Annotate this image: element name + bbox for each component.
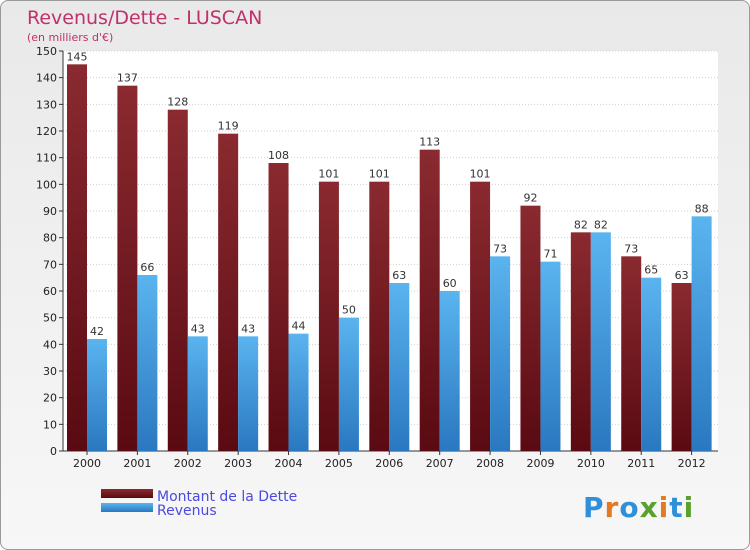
bar-debt [520,205,541,451]
data-label: 82 [594,218,608,231]
bar-revenus [288,333,309,451]
data-label: 88 [695,202,709,215]
logo-letter: t [669,491,683,524]
bar-debt [470,181,491,451]
data-label: 108 [268,149,289,162]
bar-debt [671,283,692,451]
logo-letter: i [659,491,670,524]
bar-revenus [238,336,259,451]
data-label: 50 [342,304,356,317]
bar-debt [218,133,239,451]
x-tick-label: 2001 [123,457,151,470]
y-tick-label: 30 [43,365,57,378]
y-tick-label: 80 [43,232,57,245]
data-label: 43 [241,322,255,335]
y-tick-label: 110 [36,152,57,165]
chart-title: Revenus/Dette - LUSCAN [27,7,262,29]
x-tick-label: 2002 [174,457,202,470]
x-tick-label: 2009 [526,457,554,470]
bar-debt [318,181,339,451]
data-label: 73 [624,242,638,255]
legend: Montant de la Dette Revenus [101,489,297,519]
bar-debt [621,256,642,451]
bar-debt [369,181,390,451]
data-label: 101 [318,168,339,181]
data-label: 119 [218,120,239,133]
logo-letter: r [605,491,620,524]
y-tick-label: 100 [36,178,57,191]
y-tick-label: 10 [43,418,57,431]
data-label: 44 [292,320,306,333]
bar-revenus [590,232,611,451]
bar-revenus [641,277,662,451]
data-label: 71 [543,248,557,261]
y-tick-label: 20 [43,392,57,405]
y-tick-label: 50 [43,312,57,325]
bar-debt [268,163,289,451]
x-tick-label: 2011 [627,457,655,470]
bar-revenus [540,261,561,451]
y-tick-label: 150 [36,45,57,58]
x-tick-label: 2008 [476,457,504,470]
legend-label-revenus: Revenus [157,503,217,519]
x-tick-label: 2012 [678,457,706,470]
y-tick-label: 0 [50,445,57,458]
y-tick-label: 130 [36,98,57,111]
bar-revenus [439,291,460,451]
legend-swatch-debt [101,489,153,498]
data-label: 128 [167,96,188,109]
bar-debt [419,149,440,451]
x-tick-label: 2010 [577,457,605,470]
data-label: 101 [369,168,390,181]
bar-revenus [389,283,410,451]
data-label: 113 [419,136,440,149]
data-label: 73 [493,242,507,255]
data-label: 137 [117,72,138,85]
x-tick-label: 2005 [325,457,353,470]
data-label: 101 [470,168,491,181]
data-label: 63 [675,269,689,282]
bar-debt [167,109,188,452]
data-label: 145 [67,50,88,63]
data-label: 92 [523,192,537,205]
bar-revenus [187,336,208,451]
proxiti-logo: Proxiti [583,491,694,524]
legend-swatch-revenus [101,503,153,512]
data-label: 60 [443,277,457,290]
x-tick-label: 2004 [275,457,303,470]
x-tick-label: 2000 [73,457,101,470]
data-label: 43 [191,322,205,335]
data-label: 42 [90,325,104,338]
legend-label-debt: Montant de la Dette [157,489,297,505]
bar-debt [67,64,87,452]
x-tick-label: 2003 [224,457,252,470]
y-tick-label: 70 [43,258,57,271]
x-tick-label: 2006 [375,457,403,470]
plot-area: 0 10 20 30 40 50 60 70 80 90 100 110 120 130 140 150 145… [36,45,718,470]
y-tick-label: 40 [43,338,57,351]
x-tick-label: 2007 [426,457,454,470]
logo-letter: x [640,491,659,524]
data-label: 63 [392,269,406,282]
bar-revenus [338,317,359,451]
data-label: 82 [574,218,588,231]
bar-revenus [87,339,107,451]
y-tick-label: 140 [36,72,57,85]
bar-debt [117,85,138,452]
data-label: 65 [644,264,658,277]
logo-letter: P [583,491,605,524]
y-tick-label: 90 [43,205,57,218]
y-tick-label: 60 [43,285,57,298]
bar-debt [570,232,591,451]
y-tick-label: 120 [36,125,57,138]
bar-revenus [490,256,511,451]
chart-subtitle: (en milliers d'€) [27,31,113,44]
bar-revenus [691,216,712,451]
logo-letter: o [619,491,639,524]
bar-revenus [137,275,158,451]
logo-letter: i [684,491,695,524]
data-label: 66 [140,261,154,274]
